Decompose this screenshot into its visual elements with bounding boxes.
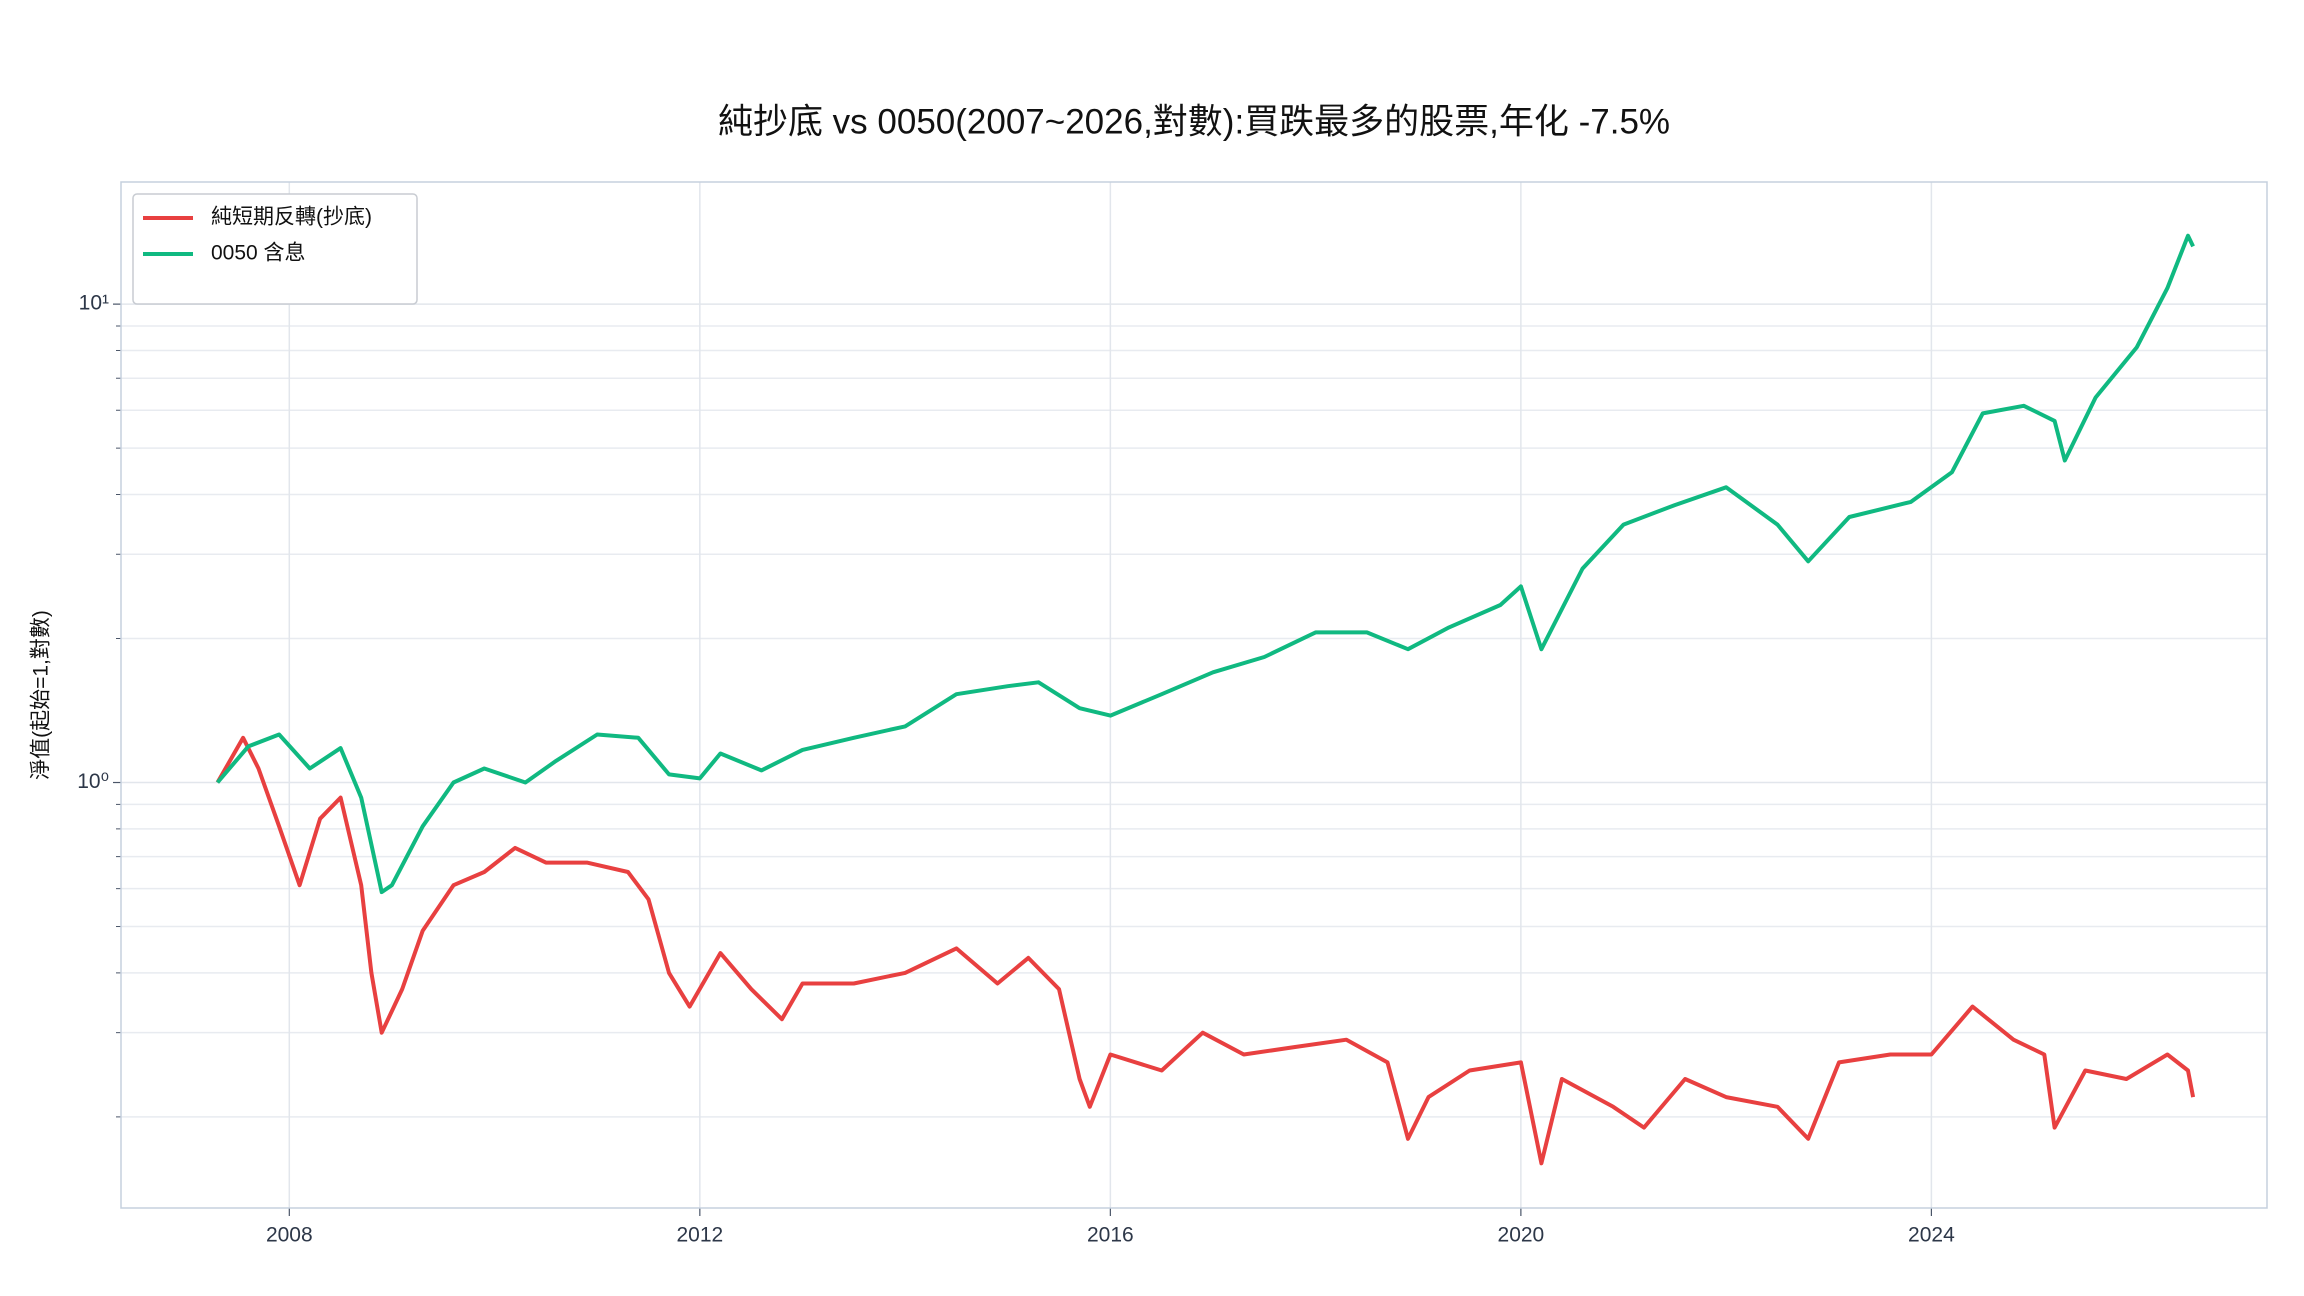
- x-tick-label: 2012: [676, 1224, 723, 1247]
- legend-label: 純短期反轉(抄底): [211, 206, 372, 229]
- legend-box: [132, 193, 418, 305]
- y-tick-label: 10⁰: [77, 770, 109, 793]
- x-tick-label: 2024: [1908, 1224, 1955, 1247]
- x-tick-label: 2016: [1087, 1224, 1134, 1247]
- plot-frame: [120, 181, 2268, 1209]
- series-line: [215, 233, 2195, 895]
- legend-label: 0050 含息: [211, 242, 306, 265]
- y-axis-label: 淨值(起始=1,對數): [30, 610, 53, 780]
- y-tick-label: 10¹: [79, 292, 109, 315]
- x-tick-label: 2008: [266, 1224, 313, 1247]
- x-tick-label: 2020: [1498, 1224, 1545, 1247]
- chart-title: 純抄底 vs 0050(2007~2026,對數):買跌最多的股票,年化 -7.…: [718, 102, 1670, 141]
- series-line: [215, 735, 2196, 1166]
